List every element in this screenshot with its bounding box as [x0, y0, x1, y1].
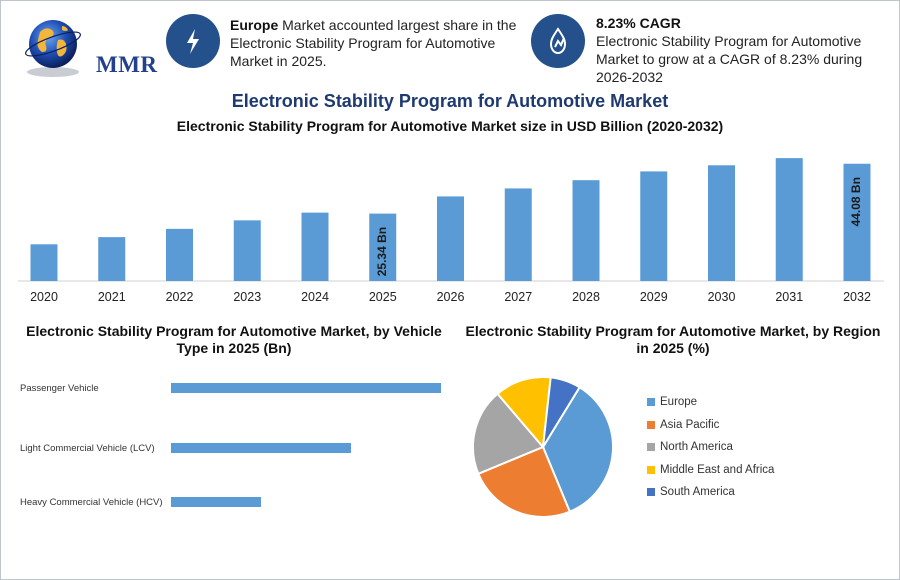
pie-slice-north-america — [472, 392, 545, 476]
lightning-icon — [187, 29, 199, 54]
legend-label: Middle East and Africa — [660, 463, 775, 476]
bar-2024 — [301, 212, 329, 281]
x-tick-label: 2029 — [640, 290, 668, 304]
x-tick-label: 2022 — [166, 290, 194, 304]
bar-2020 — [30, 244, 58, 281]
region-pie-chart — [472, 376, 614, 518]
bar-2025 — [369, 213, 397, 281]
x-tick-label: 2020 — [30, 290, 58, 304]
x-tick-label: 2025 — [369, 290, 397, 304]
bar-2027 — [504, 188, 532, 281]
x-tick-label: 2024 — [301, 290, 329, 304]
legend-swatch — [647, 488, 655, 496]
x-tick-label: 2028 — [572, 290, 600, 304]
bar-2026 — [437, 196, 464, 281]
vehicle-type-bar — [171, 497, 261, 507]
pie-slice-europe — [541, 385, 614, 513]
growth-icon — [549, 27, 567, 55]
data-label: 25.34 Bn — [375, 227, 389, 276]
logo-text: MMR — [96, 52, 158, 77]
bar-2021 — [98, 237, 126, 281]
mmr-logo: MMR — [18, 12, 157, 80]
legend-label: South America — [660, 486, 735, 498]
x-tick-label: 2030 — [708, 290, 736, 304]
highlight-1-text: Europe Market accounted largest share in… — [230, 16, 522, 70]
vehicle-type-bar — [171, 383, 441, 393]
bar-2022 — [166, 228, 193, 281]
highlight-1-badge — [166, 14, 220, 68]
x-tick-label: 2027 — [504, 290, 532, 304]
x-tick-label: 2023 — [233, 290, 261, 304]
x-tick-label: 2031 — [775, 290, 803, 304]
legend-swatch — [647, 398, 655, 406]
market-size-chart-title: Electronic Stability Program for Automot… — [176, 118, 724, 134]
vehicle-type-bar — [171, 443, 351, 453]
highlight-1-body: Market accounted largest share in the El… — [230, 17, 517, 69]
bar-2030 — [708, 165, 735, 281]
highlight-2-body: Electronic Stability Program for Automot… — [596, 33, 863, 85]
x-tick-label: 2021 — [98, 290, 126, 304]
vehicle-type-label: Passenger Vehicle — [20, 383, 99, 394]
highlight-1-bold: Europe — [230, 17, 279, 33]
highlight-2-bold: 8.23% CAGR — [596, 15, 681, 31]
x-tick-label: 2032 — [843, 290, 871, 304]
legend-label: Europe — [660, 396, 698, 408]
pie-slice-middle-east-and-africa — [496, 376, 552, 450]
data-label: 44.08 Bn — [849, 177, 863, 226]
highlight-2-badge — [531, 14, 585, 68]
market-size-bar-chart: 2020 2021 2022 2023 2024 2025 2026 2027 2028 2029… — [18, 158, 884, 304]
bar-2023 — [233, 220, 261, 281]
bar-2032 — [843, 163, 871, 281]
vehicle-type-chart-title: Electronic Stability Program for Automot… — [26, 323, 442, 356]
bar-2029 — [640, 171, 668, 281]
legend-label: Asia Pacific — [660, 418, 720, 431]
main-title: Electronic Stability Program for Automot… — [231, 91, 669, 111]
legend-swatch — [647, 443, 655, 451]
region-chart-title: Electronic Stability Program for Automot… — [465, 323, 881, 356]
legend-label: North America — [660, 441, 733, 453]
legend-swatch — [647, 420, 655, 429]
vehicle-type-label: Light Commercial Vehicle (LCV) — [20, 443, 155, 454]
globe-icon — [25, 20, 81, 77]
bar-2031 — [775, 158, 803, 281]
legend-swatch — [647, 465, 655, 474]
x-tick-label: 2026 — [437, 290, 465, 304]
bar-2028 — [572, 180, 600, 281]
highlight-2-text: 8.23% CAGR Electronic Stability Program … — [596, 14, 886, 86]
vehicle-type-label: Heavy Commercial Vehicle (HCV) — [20, 497, 163, 508]
pie-slice-south-america — [542, 376, 581, 448]
